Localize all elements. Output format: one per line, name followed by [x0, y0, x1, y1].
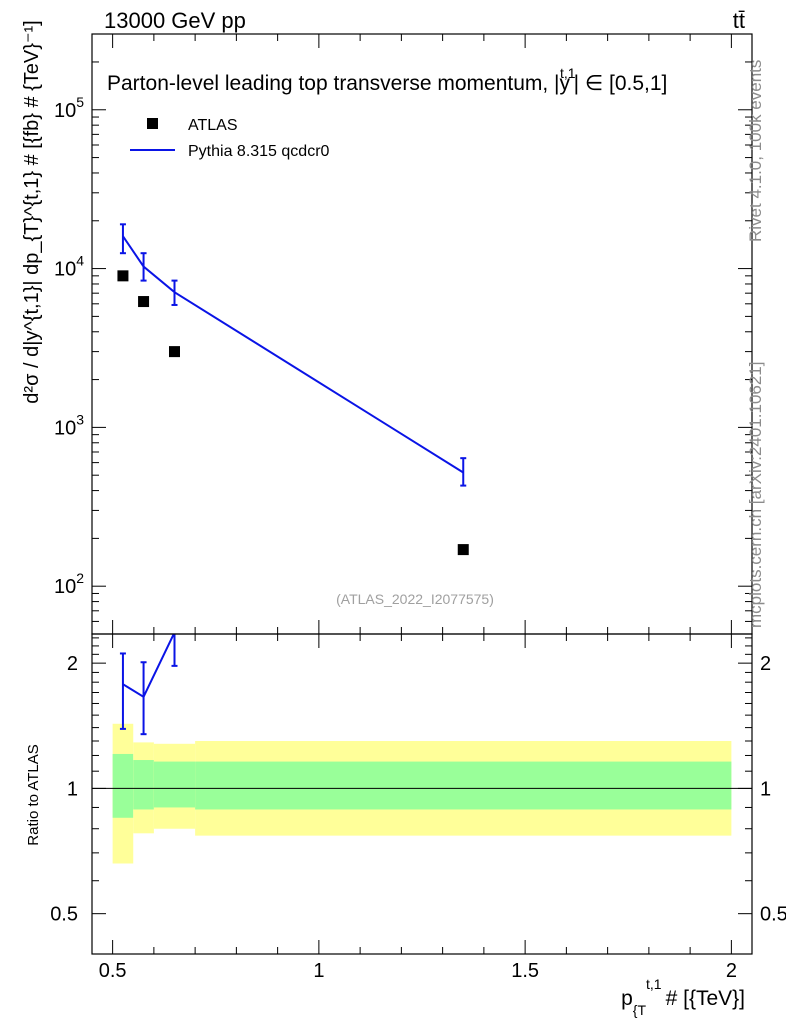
uncertainty-band-inner	[112, 753, 134, 818]
x-axis-label-sub: {T	[633, 1002, 647, 1018]
ratio-y-tick-label-left: 0.5	[50, 904, 78, 926]
mc-ratio-curve	[122, 634, 175, 699]
legend-atlas-marker	[147, 118, 158, 129]
atlas-data-point	[138, 296, 150, 308]
analysis-watermark: (ATLAS_2022_I2077575)	[336, 591, 494, 607]
chart-title-main: Parton-level leading top transverse mome…	[107, 72, 560, 95]
rivet-version-label: Rivet 4.1.0, 100k events	[746, 59, 765, 242]
atlas-data-point	[169, 346, 180, 358]
ratio-y-tick-label-left: 1	[67, 778, 78, 800]
energy-label: 13000 GeV pp	[104, 8, 246, 33]
main-ylabel: d²σ / d|y^{t,1}| dp_{T}^{t,1} # [{fb} # …	[21, 20, 43, 403]
ratio-y-tick-label-right: 1	[760, 778, 771, 800]
main-y-tick-label-exp: 3	[76, 411, 84, 427]
main-y-tick-label-exp: 4	[76, 253, 84, 269]
uncertainty-band-inner	[153, 761, 196, 808]
x-axis-label-tail: # [{TeV}]	[666, 987, 745, 1010]
legend-pythia-label: Pythia 8.315 qcdcr0	[188, 143, 330, 160]
ratio-y-tick-label-right: 2	[760, 653, 771, 675]
main-y-tick-label-base: 10	[54, 417, 76, 439]
main-y-tick-label-exp: 2	[76, 570, 84, 586]
x-axis-label-sup: t,1	[646, 976, 662, 992]
ratio-ylabel: Ratio to ATLAS	[25, 744, 42, 845]
main-y-tick-label-base: 10	[54, 576, 76, 598]
x-tick-label: 1	[313, 960, 324, 982]
x-tick-label: 1.5	[511, 960, 539, 982]
main-y-tick-label: 104	[54, 253, 84, 281]
main-y-tick-label-base: 10	[54, 100, 76, 122]
uncertainty-band-inner	[195, 761, 732, 810]
mc-curve-main	[122, 235, 464, 474]
atlas-data-point	[117, 270, 129, 282]
legend-atlas-label: ATLAS	[188, 117, 238, 134]
x-tick-label: 2	[726, 960, 737, 982]
main-y-tick-label: 103	[54, 411, 84, 439]
main-y-tick-label-exp: 5	[76, 94, 84, 110]
process-label: tt̄	[733, 8, 745, 33]
chart-title-var: y	[560, 72, 571, 95]
main-y-tick-label: 105	[54, 94, 84, 122]
atlas-data-point	[457, 544, 469, 556]
chart-title-sup: t,1	[560, 65, 576, 81]
x-axis-label-main: p	[621, 987, 633, 1010]
x-tick-label: 0.5	[99, 960, 127, 982]
ratio-frame	[91, 633, 753, 955]
chart-title-range: | ∈ [0.5,1]	[574, 72, 668, 95]
mcplots-credit-label: mcplots.cern.ch [arXiv:2401.10621]	[746, 361, 765, 628]
uncertainty-band-inner	[133, 760, 154, 810]
main-y-tick-label: 102	[54, 570, 84, 598]
ratio-y-tick-label-right: 0.5	[760, 904, 786, 926]
ratio-y-tick-label-left: 2	[67, 653, 78, 675]
legend: ATLAS Pythia 8.315 qcdcr0	[130, 117, 330, 160]
ratio-panel: 0.5 0.5 1 1 2 2 0.5 1 1.5 2	[50, 633, 786, 982]
x-axis-label: p{T t,1# [{TeV}]	[621, 976, 745, 1018]
main-y-tick-label-base: 10	[54, 259, 76, 281]
chart-title: Parton-level leading top transverse mome…	[107, 65, 667, 95]
